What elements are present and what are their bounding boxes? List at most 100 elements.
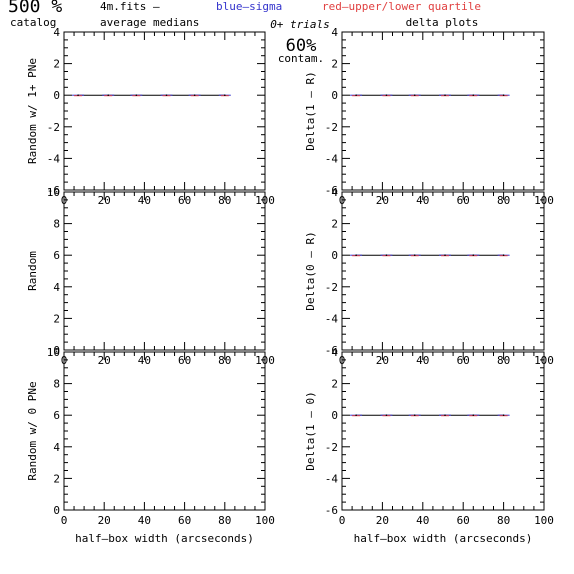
y-tick-label: 4 [53, 281, 60, 294]
x-tick-label: 20 [98, 194, 111, 207]
y-tick-label: 6 [53, 249, 60, 262]
y-tick-label: -4 [325, 152, 339, 165]
y-axis-label: Random w/ 1+ PNe [26, 58, 39, 164]
data-point [502, 94, 505, 96]
y-tick-label: -2 [47, 121, 60, 134]
data-point [413, 254, 416, 256]
data-point [472, 94, 475, 96]
data-point [165, 94, 168, 96]
plot-frame [341, 191, 545, 351]
y-tick-label: 4 [331, 346, 338, 359]
y-axis-label: Delta(0 – R) [304, 231, 317, 310]
x-tick-label: 20 [98, 354, 111, 367]
y-tick-label: 0 [331, 409, 338, 422]
y-tick-label: 0 [53, 89, 60, 102]
y-tick-label: -6 [325, 344, 338, 357]
y-tick-label: -6 [47, 184, 60, 197]
data-point [355, 94, 357, 96]
x-tick-label: 0 [339, 514, 346, 527]
red-quartile-label: red–upper/lower quartile [322, 0, 481, 13]
x-tick-label: 0 [61, 514, 68, 527]
data-point [413, 94, 416, 96]
y-tick-label: 0 [331, 249, 338, 262]
x-tick-label: 100 [255, 514, 275, 527]
contam-label: contam. [278, 52, 324, 65]
x-tick-label: 60 [457, 514, 470, 527]
x-tick-label: 20 [376, 514, 389, 527]
x-axis-label: half–box width (arcseconds) [75, 532, 254, 545]
plot-frame [341, 31, 545, 191]
y-tick-label: -2 [325, 121, 338, 134]
x-tick-label: 40 [416, 354, 429, 367]
x-tick-label: 80 [218, 194, 231, 207]
x-tick-label: 80 [497, 514, 510, 527]
y-tick-label: -2 [325, 281, 338, 294]
data-point [444, 254, 446, 256]
x-tick-label: 80 [497, 194, 510, 207]
trials-label: 0+ trials [270, 18, 330, 31]
y-tick-label: -2 [325, 441, 338, 454]
data-point [355, 254, 357, 256]
data-point [502, 414, 505, 417]
x-tick-label: 40 [416, 514, 429, 527]
x-tick-label: 20 [98, 514, 111, 527]
y-tick-label: 0 [53, 344, 60, 357]
y-tick-label: -6 [325, 504, 338, 517]
x-axis-label: half–box width (arcseconds) [354, 532, 533, 545]
x-tick-label: 80 [218, 354, 231, 367]
x-tick-label: 20 [376, 354, 389, 367]
x-tick-label: 60 [457, 194, 470, 207]
data-point [472, 414, 475, 417]
y-tick-label: 0 [53, 504, 60, 517]
x-tick-label: 60 [178, 514, 191, 527]
y-tick-label: 10 [47, 186, 60, 199]
y-tick-label: 0 [331, 89, 338, 102]
y-tick-label: 10 [47, 346, 60, 359]
data-point [502, 254, 505, 256]
plot-frame [63, 191, 266, 351]
data-point [413, 414, 416, 417]
y-tick-label: 2 [53, 472, 60, 485]
x-tick-label: 40 [138, 514, 151, 527]
y-tick-label: 2 [53, 312, 60, 325]
delta-plots-title: delta plots [406, 16, 479, 29]
y-tick-label: 2 [53, 58, 60, 71]
y-tick-label: 2 [331, 58, 338, 71]
data-point [385, 414, 388, 417]
y-axis-label: Random [26, 251, 39, 291]
data-point [355, 414, 357, 417]
panel-right-bottom: 0 20 40 60 80 100 -6 -4 -2 0 2 4 Delta(1 – 0) half–bo… [304, 346, 554, 545]
panel-left-bottom: 0 20 40 60 80 100 0 2 4 6 8 10 Random w/ 0 PNe half–b… [26, 346, 275, 545]
data-point [135, 94, 138, 96]
plot-frame [63, 31, 266, 191]
y-axis-label: Random w/ 0 PNe [26, 381, 39, 480]
y-tick-label: -4 [325, 472, 339, 485]
x-tick-label: 60 [457, 354, 470, 367]
x-tick-label: 80 [497, 354, 510, 367]
data-point [193, 94, 196, 96]
contam-value: 60% [286, 36, 317, 56]
data-point [107, 94, 110, 96]
x-tick-label: 60 [178, 194, 191, 207]
blue-sigma-label: blue–sigma [216, 0, 282, 13]
data-point [77, 94, 79, 96]
data-point [444, 414, 446, 417]
y-tick-label: 4 [331, 186, 338, 199]
plot-frame [341, 351, 545, 511]
y-tick-label: 4 [53, 441, 60, 454]
y-axis-label: Delta(1 – 0) [304, 391, 317, 470]
x-tick-label: 60 [178, 354, 191, 367]
x-tick-label: 40 [138, 354, 151, 367]
plot-frame [63, 351, 266, 511]
y-tick-label: -6 [325, 184, 338, 197]
data-point [385, 94, 388, 96]
file-label: 4m.fits – [100, 0, 160, 13]
y-tick-label: 8 [53, 218, 60, 231]
y-tick-label: -4 [47, 152, 61, 165]
y-tick-label: 8 [53, 378, 60, 391]
data-point [385, 254, 388, 256]
percent-label: 500 % [8, 0, 62, 17]
